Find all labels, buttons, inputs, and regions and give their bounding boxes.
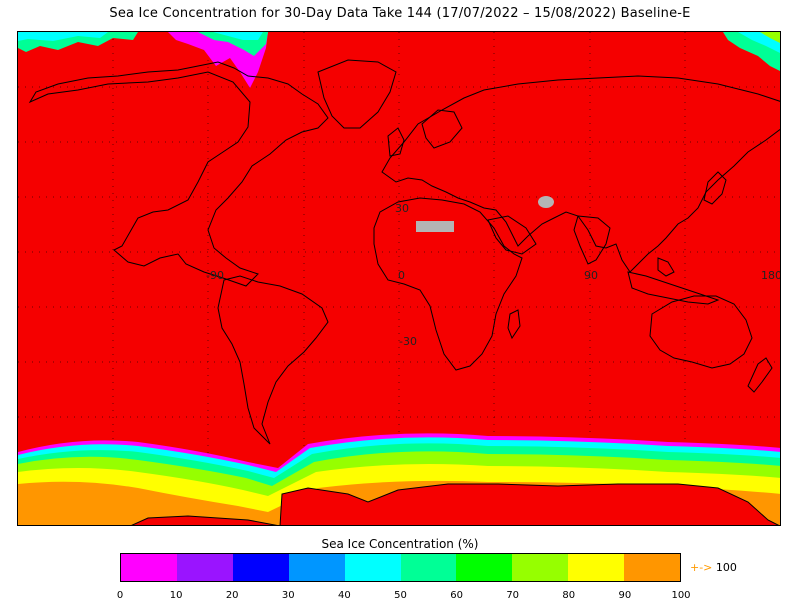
colorbar-swatch (121, 554, 177, 581)
colorbar-tick-label: 30 (281, 590, 295, 601)
colorbar-swatch (624, 554, 681, 581)
coastlines (28, 59, 780, 445)
lon-label-90: 90 (584, 269, 598, 282)
colorbar-swatch (344, 554, 401, 581)
sea-ice-map: 30 -30 -90 0 90 180 (17, 31, 781, 526)
colorbar-tick-label: 10 (169, 590, 183, 601)
colorbar-overflow: +-> 100 (690, 561, 737, 574)
colorbar (120, 553, 681, 582)
no-data-patches (416, 196, 554, 232)
lat-label-minus-30: -30 (399, 335, 417, 348)
colorbar-swatch (456, 554, 513, 581)
map-canvas (18, 32, 780, 525)
arctic-ice (18, 32, 780, 88)
colorbar-tick-label: 0 (116, 590, 124, 601)
colorbar-tick-label: 80 (562, 590, 576, 601)
colorbar-swatch (568, 554, 625, 581)
overflow-arrow-icon: +-> (690, 561, 713, 574)
overflow-label: 100 (715, 561, 737, 574)
colorbar-tick-label: 100 (671, 590, 691, 601)
colorbar-swatch (400, 554, 457, 581)
lon-label-minus-90: -90 (206, 269, 224, 282)
lat-label-30: 30 (395, 202, 409, 215)
colorbar-tick-label: 40 (338, 590, 351, 601)
lon-label-0: 0 (398, 269, 405, 282)
map-title: Sea Ice Concentration for 30-Day Data Ta… (109, 6, 691, 21)
colorbar-swatch (512, 554, 569, 581)
colorbar-tick-label: 50 (394, 590, 407, 601)
colorbar-tick-label: 70 (506, 590, 520, 601)
colorbar-tick-label: 20 (225, 590, 239, 601)
colorbar-title: Sea Ice Concentration (%) (321, 537, 479, 551)
antarctica-coast (131, 483, 780, 525)
colorbar-tick-label: 60 (450, 590, 463, 601)
colorbar-swatch (288, 554, 345, 581)
colorbar-swatch (232, 554, 289, 581)
colorbar-tick-label: 90 (618, 590, 632, 601)
colorbar-swatch (176, 554, 233, 581)
lon-label-180: 180 (761, 269, 781, 282)
